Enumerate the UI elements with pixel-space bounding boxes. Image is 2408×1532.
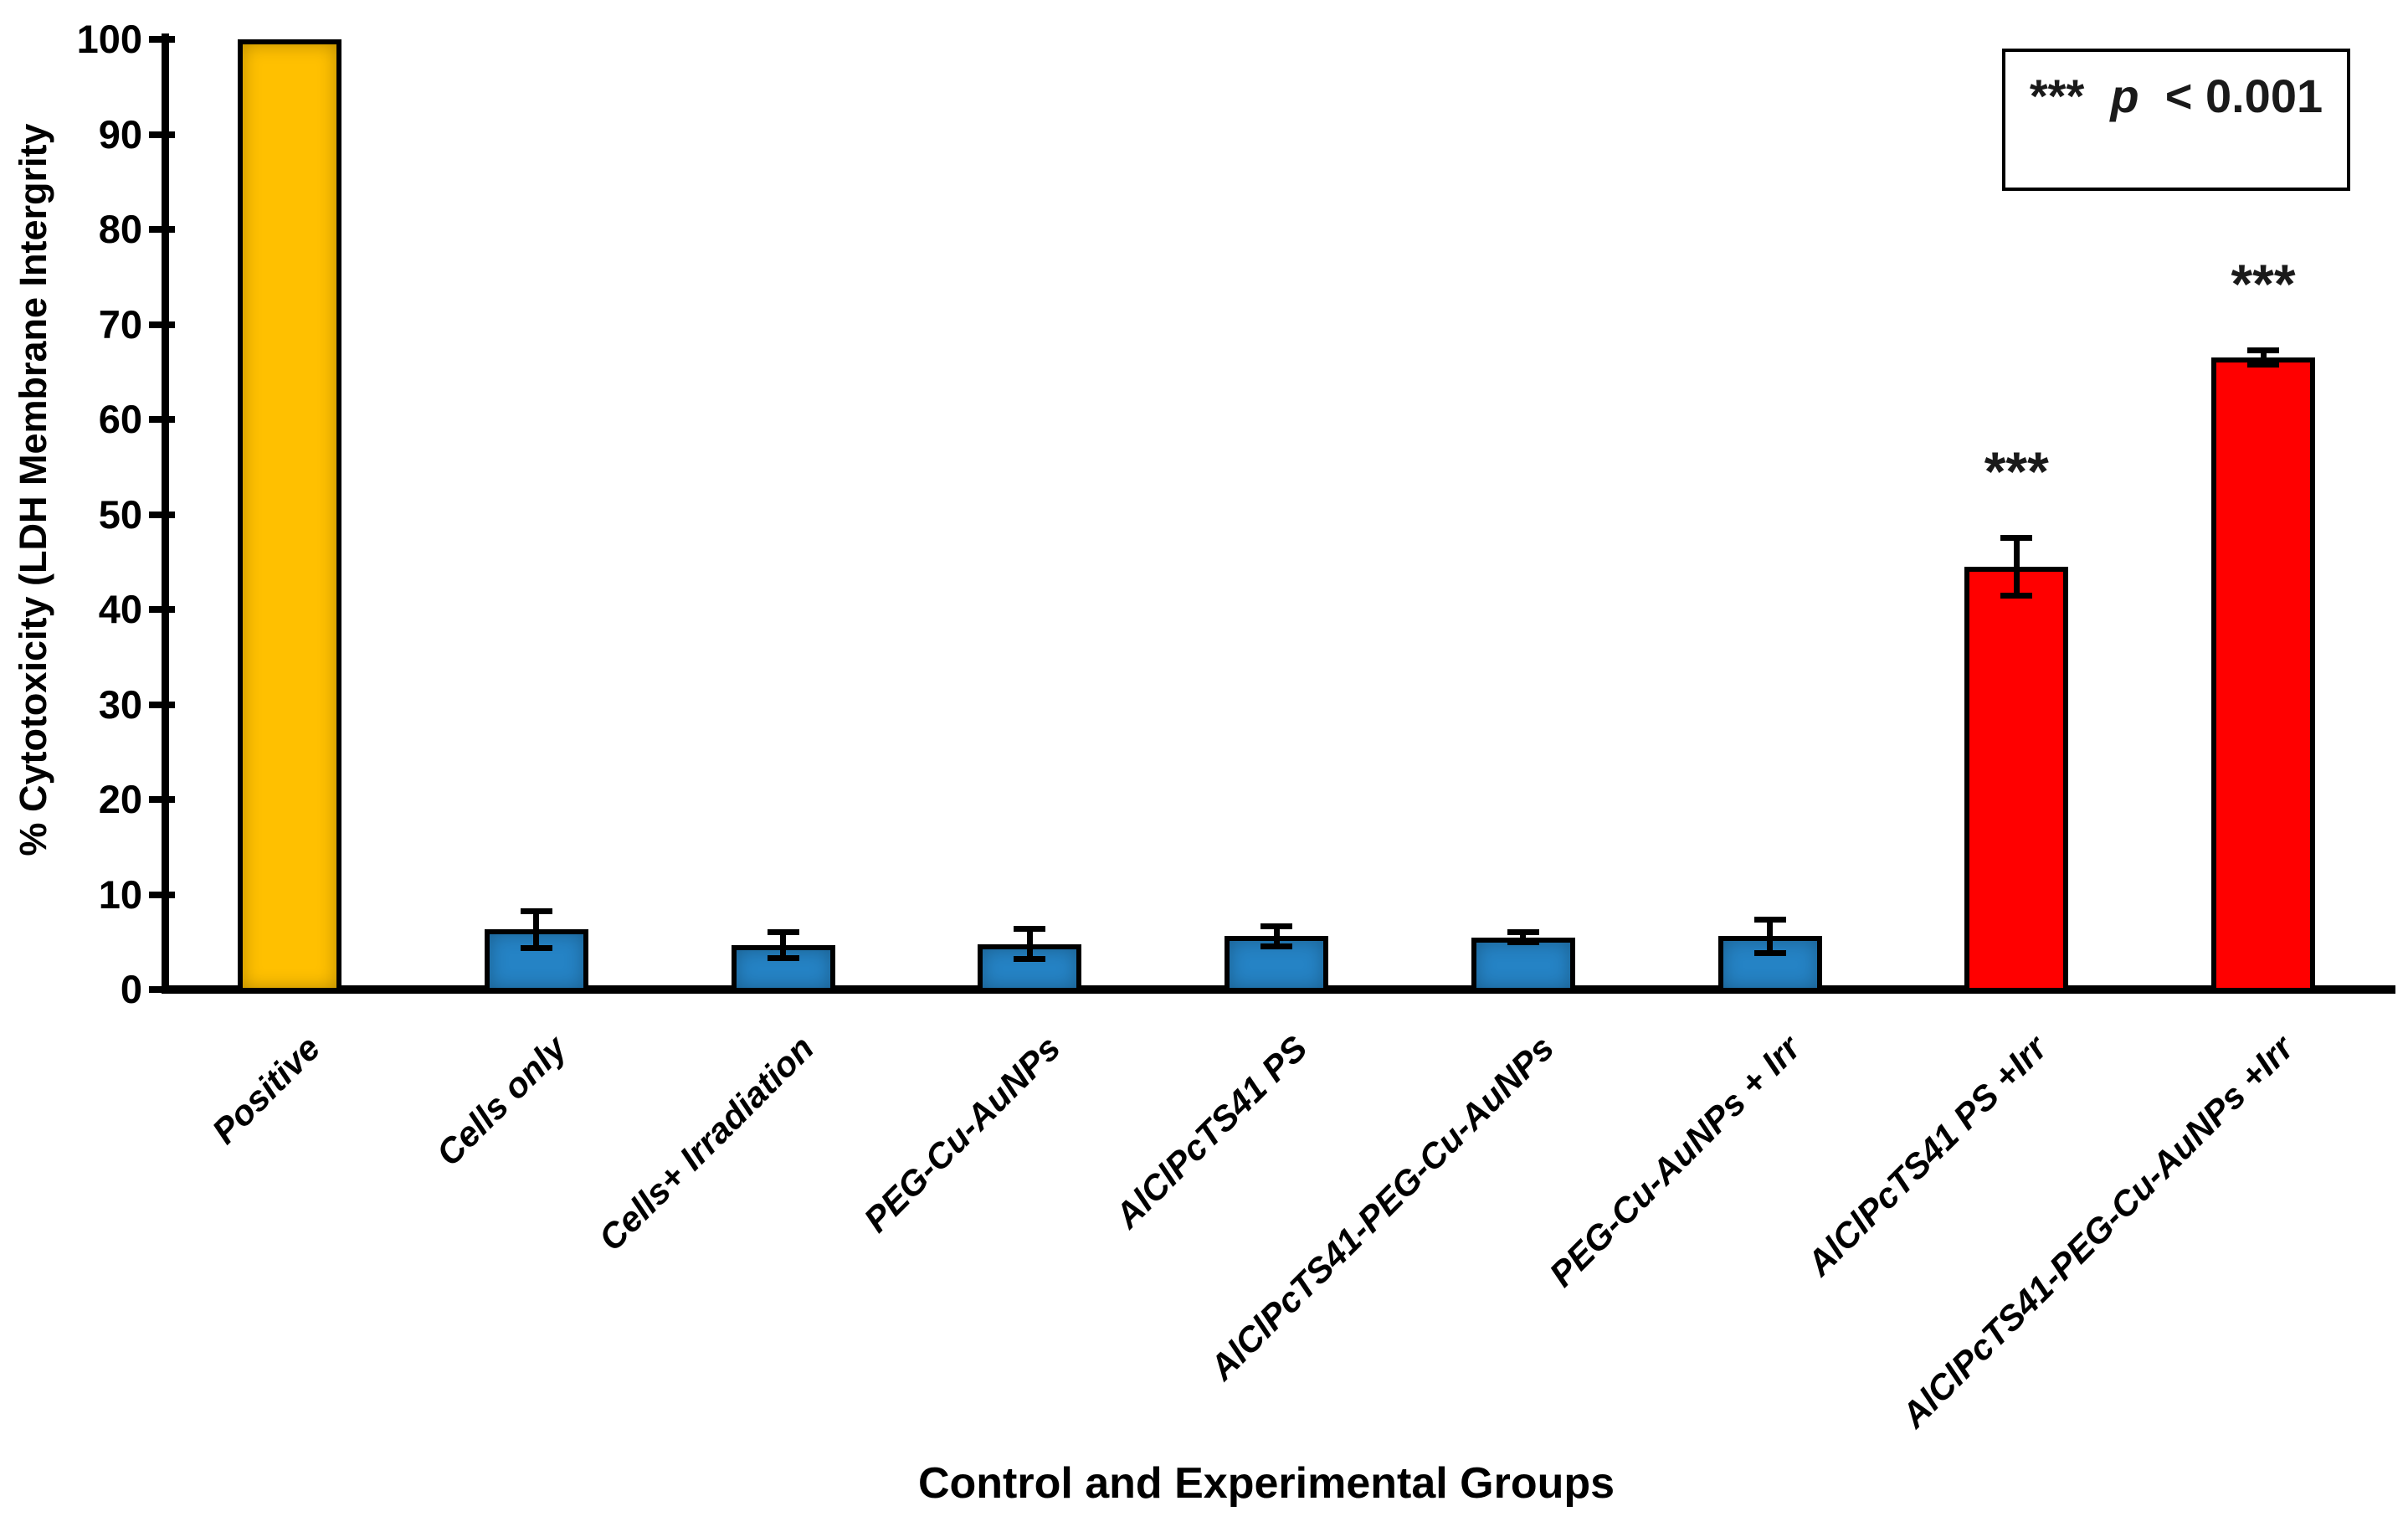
- bar-alclpcts41-peg-cu-aunps: [1471, 937, 1575, 993]
- error-cap-top-alclpcts41-ps: [1260, 923, 1292, 929]
- error-bar-peg-cu-aunps-irr: [1767, 919, 1773, 954]
- error-cap-top-peg-cu-aunps: [1014, 926, 1046, 933]
- y-tick-20: [149, 796, 175, 803]
- bar-alclpcts41-peg-cu-aunps-irr: [2211, 357, 2315, 993]
- y-tick-label-20: 20: [98, 777, 142, 821]
- error-cap-bottom-alclpcts41-ps-irr: [2000, 593, 2033, 599]
- error-cap-top-cells-only: [520, 907, 552, 914]
- significance-legend: *** p < 0.001: [2002, 49, 2350, 191]
- error-cap-bottom-alclpcts41-ps: [1260, 943, 1292, 949]
- x-axis-title: Control and Experimental Groups: [917, 1459, 1615, 1508]
- significance-stars-alclpcts41-ps-irr: ***: [1984, 440, 2049, 502]
- x-label-alclpcts41-ps: AlClPcTS41 PS: [1106, 1028, 1315, 1236]
- error-cap-top-alclpcts41-peg-cu-aunps-irr: [2247, 347, 2279, 354]
- y-tick-label-90: 90: [98, 111, 142, 157]
- y-tick-label-60: 60: [98, 397, 142, 441]
- y-tick-60: [149, 416, 175, 423]
- y-tick-100: [149, 36, 175, 43]
- y-tick-label-10: 10: [98, 871, 142, 917]
- bar-alclpcts41-ps-irr: [1964, 566, 2069, 993]
- y-tick-90: [149, 131, 175, 138]
- error-cap-top-cells-irradiation: [767, 928, 799, 935]
- y-tick-0: [149, 986, 175, 993]
- x-label-peg-cu-aunps: PEG-Cu-AuNPs: [855, 1028, 1068, 1240]
- y-tick-80: [149, 226, 175, 233]
- y-tick-label-80: 80: [98, 207, 142, 251]
- error-cap-bottom-cells-irradiation: [767, 954, 799, 961]
- significance-stars-alclpcts41-peg-cu-aunps-irr: ***: [2231, 253, 2296, 316]
- error-cap-top-alclpcts41-peg-cu-aunps: [1507, 928, 1539, 935]
- error-cap-bottom-cells-only: [520, 945, 552, 952]
- error-bar-cells-only: [533, 910, 540, 949]
- x-label-alclpcts41-peg-cu-aunps-irr: AlClPcTS41-PEG-Cu-AuNPs +Irr: [1893, 1028, 2302, 1436]
- y-tick-label-70: 70: [98, 301, 142, 347]
- x-label-alclpcts41-ps-irr: AlClPcTS41 PS +Irr: [1799, 1028, 2055, 1283]
- x-label-cells-irradiation: Cells+ Irradiation: [590, 1028, 821, 1259]
- x-label-positive: Positive: [204, 1028, 328, 1152]
- error-cap-bottom-alclpcts41-peg-cu-aunps-irr: [2247, 362, 2279, 368]
- legend-stars: ***: [2029, 69, 2085, 122]
- error-bar-cells-irradiation: [780, 931, 786, 959]
- error-cap-top-peg-cu-aunps-irr: [1753, 917, 1786, 923]
- error-bar-alclpcts41-ps-irr: [2013, 537, 2020, 597]
- error-bar-alclpcts41-peg-cu-aunps: [1520, 931, 1527, 943]
- x-label-peg-cu-aunps-irr: PEG-Cu-AuNPs + Irr: [1541, 1028, 1808, 1294]
- y-tick-40: [149, 606, 175, 613]
- error-bar-alclpcts41-ps: [1273, 925, 1280, 947]
- y-tick-label-100: 100: [76, 17, 142, 61]
- error-cap-bottom-peg-cu-aunps-irr: [1753, 949, 1786, 956]
- y-tick-70: [149, 321, 175, 328]
- error-bar-alclpcts41-peg-cu-aunps-irr: [2260, 350, 2267, 366]
- y-tick-label-30: 30: [98, 681, 142, 727]
- legend-p-symbol: p: [2110, 69, 2139, 122]
- error-bar-peg-cu-aunps: [1026, 928, 1033, 959]
- legend-threshold: < 0.001: [2164, 69, 2323, 122]
- y-tick-30: [149, 701, 175, 708]
- bar-positive: [238, 39, 341, 993]
- x-label-cells-only: Cells only: [429, 1028, 574, 1174]
- y-tick-label-40: 40: [98, 587, 142, 631]
- y-tick-label-50: 50: [98, 491, 142, 537]
- error-cap-bottom-alclpcts41-peg-cu-aunps: [1507, 939, 1539, 946]
- y-tick-50: [149, 511, 175, 518]
- error-cap-top-alclpcts41-ps-irr: [2000, 534, 2033, 541]
- y-tick-10: [149, 891, 175, 898]
- y-tick-label-0: 0: [120, 967, 142, 1011]
- error-cap-bottom-peg-cu-aunps: [1014, 955, 1046, 962]
